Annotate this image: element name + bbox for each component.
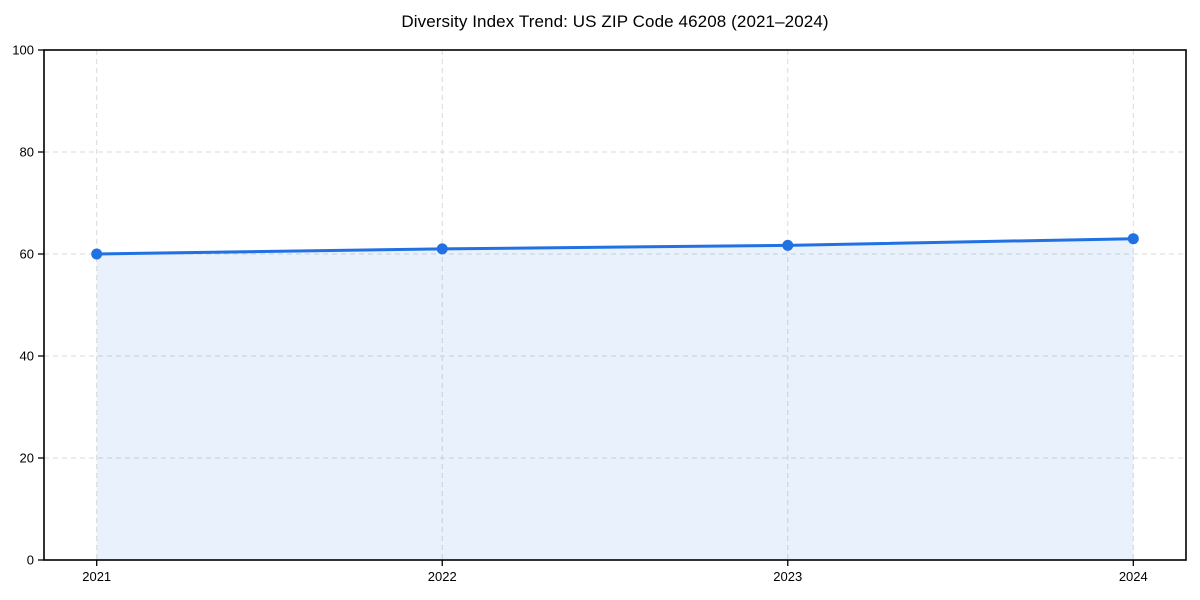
x-tick-label: 2023	[773, 569, 802, 584]
area-fill	[96, 238, 1134, 560]
data-point-marker	[436, 243, 448, 255]
y-tick-label: 20	[20, 451, 34, 466]
y-tick-label: 80	[20, 145, 34, 160]
y-tick-label: 0	[27, 553, 34, 568]
y-tick-label: 40	[20, 349, 34, 364]
x-tick-label: 2022	[428, 569, 457, 584]
chart-title: Diversity Index Trend: US ZIP Code 46208…	[401, 12, 829, 31]
y-tick-label: 60	[20, 247, 34, 262]
data-point-marker	[782, 239, 794, 251]
trend-line	[95, 237, 1135, 256]
x-tick-label: 2021	[82, 569, 111, 584]
data-point-marker	[91, 248, 103, 260]
data-point-marker	[1127, 233, 1139, 245]
y-tick-label: 100	[12, 43, 34, 58]
x-tick-label: 2024	[1119, 569, 1148, 584]
plot-frame	[43, 49, 1187, 561]
